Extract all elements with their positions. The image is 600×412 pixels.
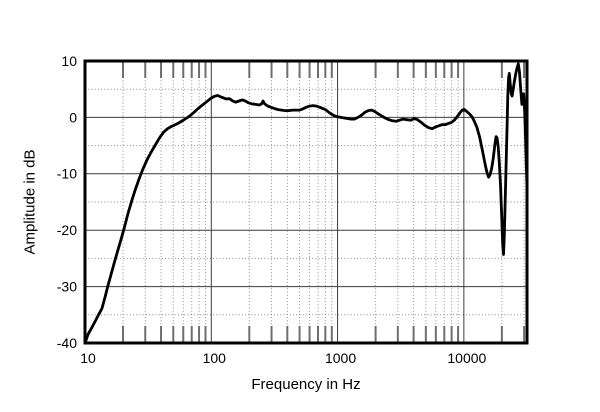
y-tick-label--40: -40 <box>57 335 77 351</box>
x-tick-label-10000: 10000 <box>447 350 486 366</box>
x-tick-label-100: 100 <box>203 350 227 366</box>
y-tick-label-10: 10 <box>61 53 77 69</box>
y-tick-label--30: -30 <box>57 279 77 295</box>
x-tick-label-10: 10 <box>80 350 96 366</box>
plot-frame <box>83 59 529 345</box>
x-tick-label-1000: 1000 <box>325 350 356 366</box>
y-tick-label--20: -20 <box>57 222 77 238</box>
y-tick-label-0: 0 <box>69 109 77 125</box>
frequency-response-curve <box>83 62 529 345</box>
y-tick-label--10: -10 <box>57 166 77 182</box>
